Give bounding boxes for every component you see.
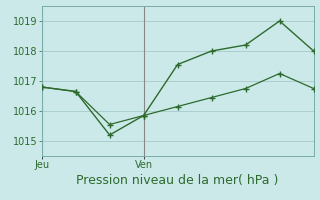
X-axis label: Pression niveau de la mer( hPa ): Pression niveau de la mer( hPa ): [76, 174, 279, 187]
